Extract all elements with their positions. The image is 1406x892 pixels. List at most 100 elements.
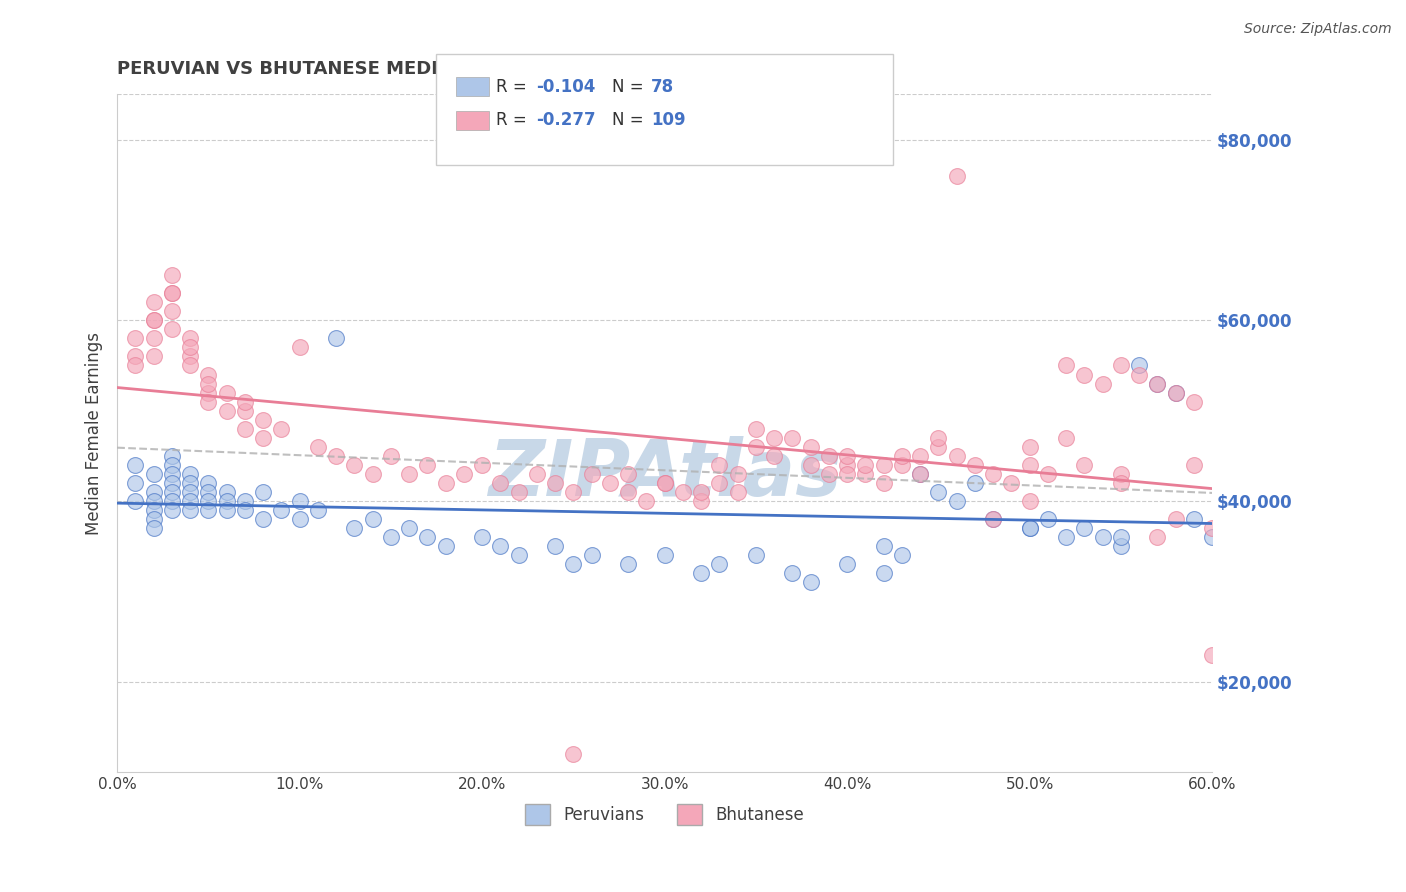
Point: [215, 385, 238, 400]
Point: [179, 467, 201, 481]
Point: [1073, 521, 1095, 535]
Point: [160, 286, 183, 301]
Point: [508, 548, 530, 562]
Point: [179, 503, 201, 517]
Point: [1091, 376, 1114, 391]
Point: [361, 512, 384, 526]
Point: [142, 512, 165, 526]
Point: [853, 467, 876, 481]
Point: [709, 475, 731, 490]
Point: [197, 376, 219, 391]
Point: [927, 431, 949, 445]
Point: [489, 539, 512, 553]
Point: [1164, 385, 1187, 400]
Point: [654, 548, 676, 562]
Point: [471, 458, 494, 472]
Point: [1000, 475, 1022, 490]
Point: [416, 458, 439, 472]
Point: [124, 331, 146, 345]
Point: [562, 558, 585, 572]
Point: [233, 494, 256, 508]
Point: [160, 467, 183, 481]
Point: [489, 475, 512, 490]
Point: [142, 494, 165, 508]
Point: [945, 494, 967, 508]
Point: [981, 512, 1004, 526]
Point: [562, 485, 585, 500]
Point: [434, 539, 457, 553]
Point: [837, 449, 859, 463]
Point: [1201, 521, 1223, 535]
Point: [1128, 359, 1150, 373]
Text: ZIPAtlas: ZIPAtlas: [488, 436, 841, 512]
Point: [160, 268, 183, 282]
Point: [197, 475, 219, 490]
Point: [1164, 385, 1187, 400]
Point: [800, 575, 823, 590]
Point: [179, 350, 201, 364]
Point: [160, 458, 183, 472]
Point: [617, 558, 640, 572]
Point: [215, 503, 238, 517]
Text: 78: 78: [651, 78, 673, 95]
Point: [453, 467, 475, 481]
Point: [1091, 530, 1114, 544]
Point: [908, 449, 931, 463]
Point: [636, 494, 658, 508]
Text: -0.104: -0.104: [536, 78, 595, 95]
Point: [1054, 359, 1077, 373]
Point: [160, 449, 183, 463]
Point: [1146, 530, 1168, 544]
Point: [142, 521, 165, 535]
Point: [672, 485, 695, 500]
Point: [288, 494, 311, 508]
Point: [343, 458, 366, 472]
Point: [617, 485, 640, 500]
Point: [343, 521, 366, 535]
Point: [252, 413, 274, 427]
Point: [1018, 494, 1040, 508]
Point: [160, 322, 183, 336]
Point: [1182, 394, 1205, 409]
Point: [981, 467, 1004, 481]
Point: [1018, 440, 1040, 454]
Point: [945, 169, 967, 183]
Point: [179, 331, 201, 345]
Point: [890, 449, 912, 463]
Point: [800, 440, 823, 454]
Text: N =: N =: [612, 112, 648, 129]
Point: [270, 503, 292, 517]
Point: [142, 295, 165, 310]
Point: [1109, 475, 1132, 490]
Text: Source: ZipAtlas.com: Source: ZipAtlas.com: [1244, 22, 1392, 37]
Point: [197, 368, 219, 382]
Point: [142, 503, 165, 517]
Point: [782, 566, 804, 581]
Point: [709, 458, 731, 472]
Point: [872, 539, 894, 553]
Point: [179, 359, 201, 373]
Point: [526, 467, 548, 481]
Point: [818, 449, 841, 463]
Point: [837, 558, 859, 572]
Point: [1109, 359, 1132, 373]
Point: [1146, 376, 1168, 391]
Point: [927, 485, 949, 500]
Text: PERUVIAN VS BHUTANESE MEDIAN FEMALE EARNINGS CORRELATION CHART: PERUVIAN VS BHUTANESE MEDIAN FEMALE EARN…: [117, 60, 884, 78]
Point: [1109, 530, 1132, 544]
Point: [1164, 512, 1187, 526]
Point: [1182, 512, 1205, 526]
Point: [179, 485, 201, 500]
Point: [398, 467, 420, 481]
Point: [179, 475, 201, 490]
Point: [325, 331, 347, 345]
Point: [1182, 458, 1205, 472]
Y-axis label: Median Female Earnings: Median Female Earnings: [86, 332, 103, 534]
Point: [745, 422, 768, 436]
Point: [581, 548, 603, 562]
Point: [654, 475, 676, 490]
Point: [1018, 521, 1040, 535]
Point: [872, 566, 894, 581]
Point: [361, 467, 384, 481]
Text: N =: N =: [612, 78, 648, 95]
